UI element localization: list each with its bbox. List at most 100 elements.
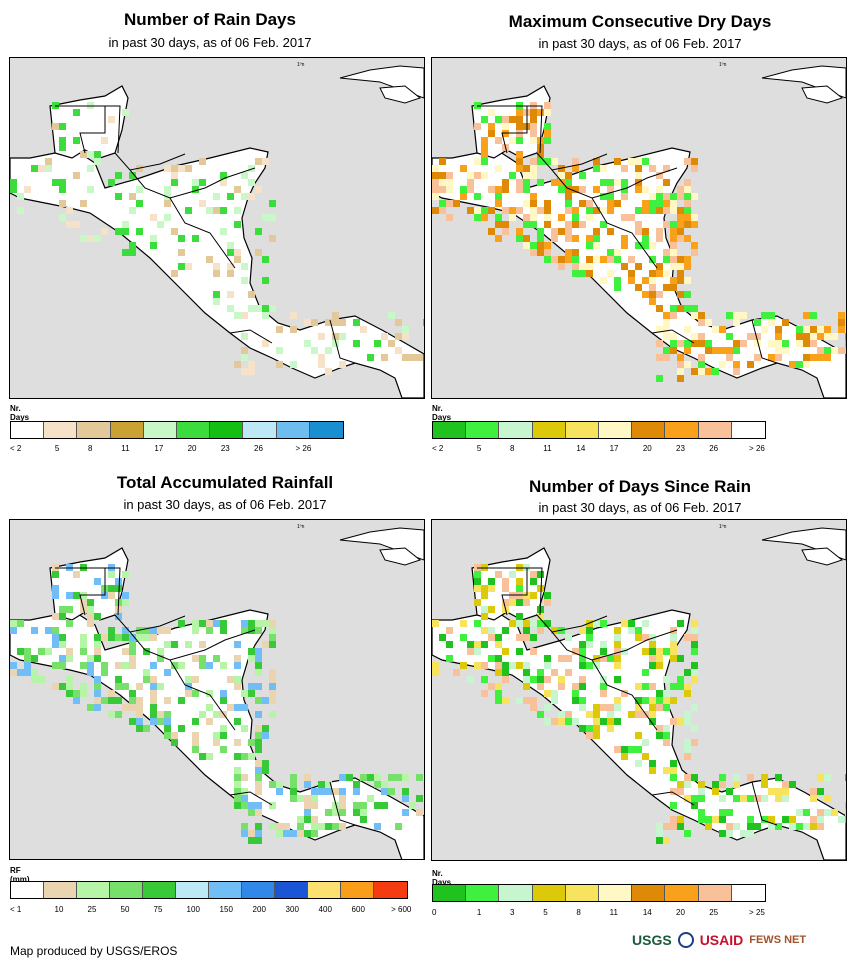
grid-cell bbox=[614, 655, 621, 662]
grid-cell bbox=[565, 186, 572, 193]
grid-cell bbox=[495, 571, 502, 578]
grid-cell bbox=[600, 221, 607, 228]
grid-cell bbox=[94, 158, 101, 165]
grid-cell bbox=[115, 697, 122, 704]
grid-cell bbox=[705, 340, 712, 347]
grid-cell bbox=[565, 179, 572, 186]
grid-cell bbox=[628, 214, 635, 221]
grid-cell bbox=[516, 186, 523, 193]
grid-cell bbox=[649, 704, 656, 711]
grid-cell bbox=[488, 186, 495, 193]
grid-cell bbox=[572, 214, 579, 221]
grid-cell bbox=[607, 711, 614, 718]
grid-cell bbox=[747, 333, 754, 340]
grid-cell bbox=[621, 753, 628, 760]
grid-cell bbox=[845, 340, 846, 347]
grid-cell bbox=[817, 816, 824, 823]
grid-cell bbox=[677, 214, 684, 221]
country-border bbox=[651, 791, 695, 806]
grid-cell bbox=[416, 795, 423, 802]
grid-cell bbox=[115, 676, 122, 683]
grid-cell bbox=[572, 256, 579, 263]
grid-cell bbox=[234, 739, 241, 746]
grid-cell bbox=[213, 291, 220, 298]
grid-cell bbox=[129, 655, 136, 662]
grid-cell bbox=[59, 186, 66, 193]
grid-cell bbox=[325, 823, 332, 830]
grid-cell bbox=[628, 158, 635, 165]
grid-cell bbox=[544, 662, 551, 669]
grid-cell bbox=[684, 186, 691, 193]
grid-cell bbox=[52, 585, 59, 592]
grid-cell bbox=[649, 298, 656, 305]
grid-cell bbox=[607, 270, 614, 277]
grid-cell bbox=[530, 634, 537, 641]
grid-cell bbox=[10, 186, 17, 193]
grid-cell bbox=[234, 704, 241, 711]
grid-cell bbox=[593, 704, 600, 711]
grid-cell bbox=[199, 200, 206, 207]
grid-cell bbox=[52, 641, 59, 648]
legend-swatch bbox=[242, 882, 275, 898]
map-total-rainfall[interactable]: 1ºn bbox=[9, 519, 425, 860]
grid-cell bbox=[677, 823, 684, 830]
grid-cell bbox=[635, 627, 642, 634]
grid-cell bbox=[248, 179, 255, 186]
grid-cell bbox=[502, 648, 509, 655]
country-border bbox=[55, 105, 106, 154]
grid-cell bbox=[353, 788, 360, 795]
grid-cell bbox=[789, 823, 796, 830]
grid-cell bbox=[488, 655, 495, 662]
grid-cell bbox=[108, 116, 115, 123]
grid-cell bbox=[488, 683, 495, 690]
grid-cell bbox=[439, 634, 446, 641]
grid-cell bbox=[516, 137, 523, 144]
grid-cell bbox=[474, 620, 481, 627]
grid-cell bbox=[325, 788, 332, 795]
grid-cell bbox=[670, 774, 677, 781]
grid-cell bbox=[691, 634, 698, 641]
grid-cell bbox=[248, 753, 255, 760]
grid-cell bbox=[262, 340, 269, 347]
map-days-since-rain[interactable]: 1ºn bbox=[431, 519, 847, 861]
grid-cell bbox=[768, 319, 775, 326]
grid-cell bbox=[572, 165, 579, 172]
grid-cell bbox=[649, 655, 656, 662]
grid-cell bbox=[178, 165, 185, 172]
grid-cell bbox=[691, 802, 698, 809]
grid-cell bbox=[635, 746, 642, 753]
grid-cell bbox=[474, 214, 481, 221]
grid-cell bbox=[10, 662, 17, 669]
grid-cell bbox=[474, 158, 481, 165]
grid-cell bbox=[467, 648, 474, 655]
country-border bbox=[551, 629, 678, 661]
grid-cell bbox=[600, 648, 607, 655]
map-max-dry-days[interactable]: 1ºn bbox=[431, 57, 847, 399]
grid-cell bbox=[607, 193, 614, 200]
country-border bbox=[229, 791, 273, 806]
grid-cell bbox=[502, 599, 509, 606]
grid-cell bbox=[73, 592, 80, 599]
map-rain-days[interactable]: 1ºn bbox=[9, 57, 425, 399]
grid-cell bbox=[432, 207, 439, 214]
grid-cell bbox=[572, 186, 579, 193]
grid-cell bbox=[136, 697, 143, 704]
legend-tick-label: > 600 bbox=[391, 905, 412, 914]
grid-cell bbox=[768, 823, 775, 830]
grid-cell bbox=[460, 620, 467, 627]
grid-cell bbox=[726, 312, 733, 319]
grid-cell bbox=[635, 165, 642, 172]
grid-cell bbox=[635, 760, 642, 767]
grid-cell bbox=[488, 123, 495, 130]
grid-cell bbox=[649, 634, 656, 641]
grid-cell bbox=[381, 333, 388, 340]
grid-cell bbox=[782, 816, 789, 823]
grid-cell bbox=[747, 816, 754, 823]
grid-cell bbox=[586, 200, 593, 207]
grid-cell bbox=[516, 228, 523, 235]
grid-cell bbox=[565, 634, 572, 641]
grid-cell bbox=[726, 333, 733, 340]
grid-cell bbox=[607, 228, 614, 235]
grid-cell bbox=[262, 305, 269, 312]
grid-cell bbox=[831, 809, 838, 816]
